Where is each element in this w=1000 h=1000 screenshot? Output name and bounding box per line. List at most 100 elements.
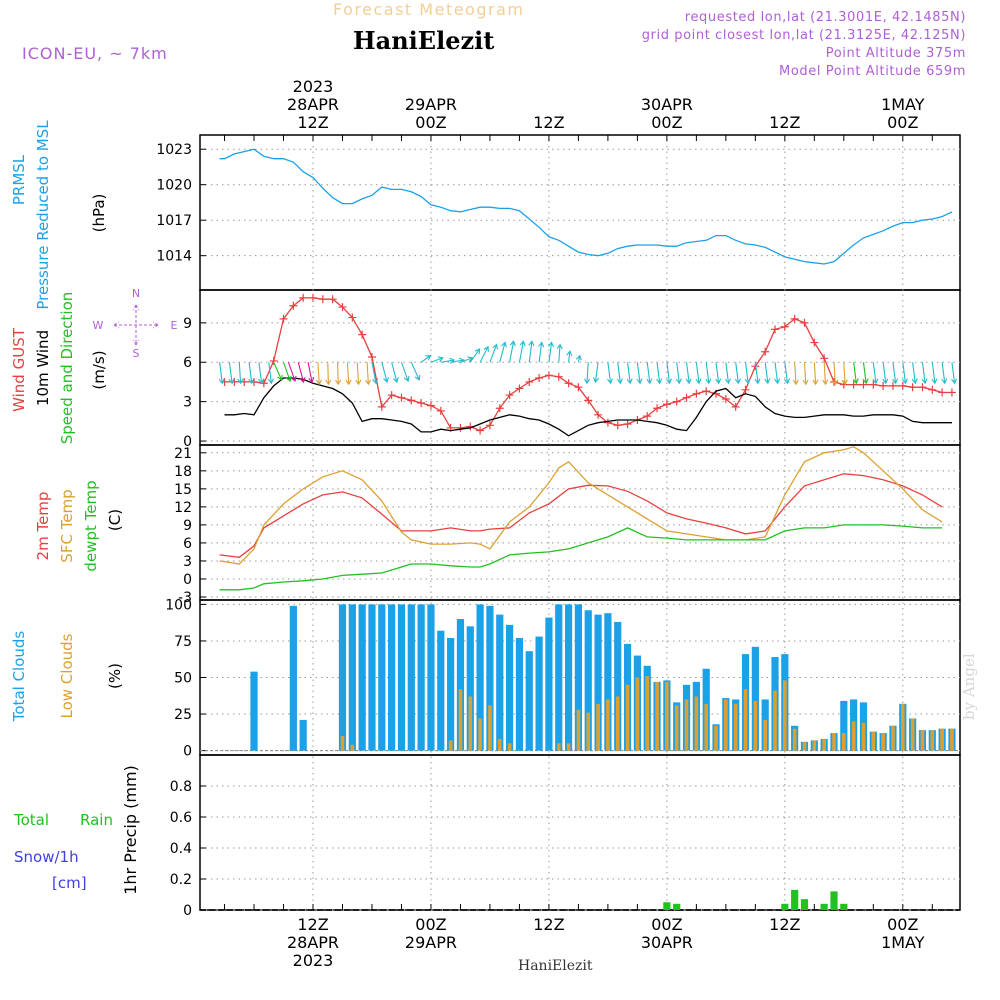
y-tick-label: 21: [174, 446, 192, 462]
wind-barb: [499, 342, 506, 363]
wind-barb: [548, 342, 553, 363]
y-tick-label: 3: [183, 395, 192, 411]
wind-barb: [440, 359, 455, 363]
gust-marker: [918, 383, 927, 392]
wind-barb: [268, 362, 272, 384]
wind-barb: [287, 362, 296, 382]
wind-barb-head: [575, 354, 582, 361]
low-cloud-bar: [842, 733, 846, 751]
wind-barb-head: [705, 378, 712, 385]
wind-barb-head: [951, 378, 958, 385]
wind-barb-head: [218, 378, 225, 385]
gust-marker: [348, 313, 357, 322]
wind-barb: [248, 362, 253, 384]
total-cloud-bar: [840, 700, 848, 751]
y-tick-label: 18: [174, 464, 192, 480]
total-cloud-bar: [338, 604, 347, 751]
precip-bar: [791, 889, 799, 910]
wind-barb-head: [372, 378, 379, 385]
gust-marker: [938, 388, 947, 397]
panel-frame-precip: [199, 754, 961, 911]
wind-barb-head: [665, 378, 673, 385]
wind-barb-head: [921, 378, 928, 385]
gust-marker: [505, 391, 514, 400]
label-low-clouds: Low Clouds: [58, 633, 76, 718]
wind-barb: [823, 362, 827, 385]
wind-barb-head: [492, 343, 498, 350]
model-altitude: Model Point Altitude 659m: [779, 64, 966, 79]
top-time-label: 00Z: [415, 113, 446, 132]
low-cloud-bar: [488, 705, 492, 751]
low-cloud-bar: [930, 730, 935, 751]
total-cloud-bar: [289, 605, 297, 751]
gust-marker: [485, 421, 494, 430]
precip-bar: [830, 891, 838, 910]
label-2m-temp: 2m Temp: [34, 492, 52, 561]
low-cloud-bar: [920, 730, 925, 751]
wind-barb-head: [832, 379, 839, 386]
low-cloud-bar: [655, 681, 659, 751]
wind-barb-head: [656, 378, 663, 385]
total-cloud-bar: [751, 646, 759, 751]
low-cloud-bar: [586, 712, 591, 751]
gust-marker: [859, 380, 868, 389]
low-cloud-bar: [448, 740, 453, 751]
y-tick-label: 0.2: [170, 872, 192, 888]
wind-barb-head: [437, 356, 444, 363]
low-cloud-bar: [753, 700, 758, 751]
wind-barb-head: [556, 343, 563, 350]
gust-marker: [888, 381, 897, 390]
pressure-line: [219, 148, 953, 265]
total-cloud-bar: [466, 626, 474, 751]
y-tick-label: 1017: [156, 213, 192, 229]
gust-marker: [879, 381, 888, 390]
y-tick-label: 9: [183, 518, 192, 534]
wind-barb-head: [474, 348, 481, 355]
precip-bar: [800, 899, 809, 910]
low-cloud-bar: [724, 699, 728, 751]
low-cloud-bar: [714, 725, 718, 751]
low-cloud-bar: [802, 741, 807, 751]
wind-barb-head: [365, 379, 372, 386]
low-cloud-bar: [478, 718, 482, 751]
gust-marker: [594, 410, 603, 419]
gust-marker: [721, 395, 730, 404]
y-tick-label: 1023: [156, 142, 192, 158]
wind-barb-head: [607, 378, 614, 385]
wind-barb-head: [566, 350, 573, 357]
label-dewpt-temp: dewpt Temp: [82, 480, 100, 571]
bottom-time-label: 00Z: [415, 915, 446, 934]
wind-barb: [931, 362, 936, 384]
y-tick-label: 6: [183, 536, 192, 552]
wind-barb: [366, 362, 369, 385]
bottom-time-label: 1MAY: [881, 933, 925, 952]
wind-barb: [420, 355, 431, 363]
total-cloud-bar: [564, 604, 573, 751]
gust-marker: [692, 389, 701, 398]
wind-barb-head: [355, 379, 362, 386]
wind-barb: [450, 359, 464, 363]
label-celsius: (C): [106, 509, 124, 531]
wind-barb: [518, 341, 524, 363]
gust-marker: [584, 396, 593, 405]
low-cloud-bar: [783, 680, 787, 751]
wind-barb: [307, 362, 313, 383]
low-cloud-bar: [556, 743, 561, 751]
low-cloud-bar: [596, 703, 600, 751]
wind-barb-head: [528, 340, 535, 347]
gust-marker: [269, 356, 278, 365]
wind-barb-head: [277, 374, 283, 381]
total-cloud-bar: [456, 619, 465, 751]
wind-barb-head: [584, 378, 591, 385]
wind-barb-head: [774, 378, 781, 385]
wind-barb: [371, 362, 377, 384]
wind-barb: [872, 362, 877, 384]
compass-west: W: [93, 319, 104, 332]
bottom-time-label: 00Z: [651, 915, 682, 934]
wind-barb: [902, 362, 906, 384]
low-cloud-bar: [881, 733, 885, 751]
bottom-time-label: 28APR: [287, 933, 339, 952]
label-wind-gust: Wind GUST: [10, 327, 28, 412]
wind-barb-head: [715, 378, 722, 385]
y-tick-label: 0: [183, 572, 192, 588]
